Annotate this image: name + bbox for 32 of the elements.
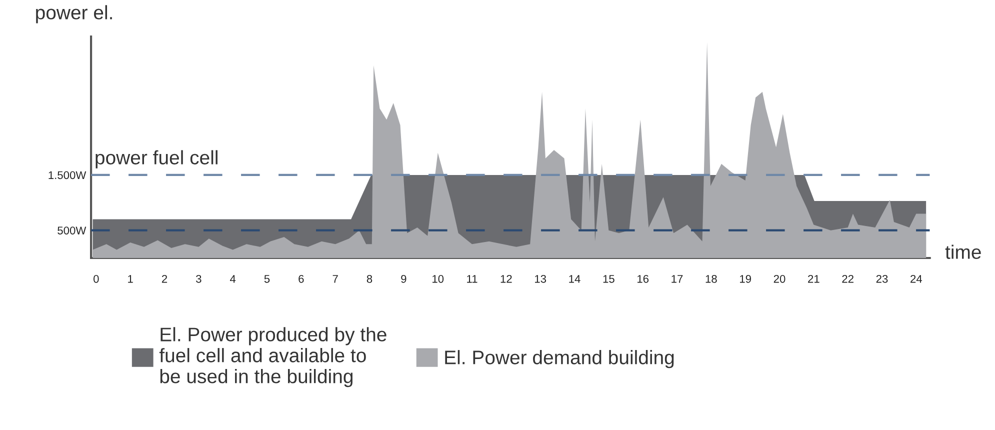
- x-tick-label: 23: [876, 274, 888, 283]
- x-tick-label: 9: [401, 274, 406, 283]
- x-tick-label: 15: [603, 275, 614, 283]
- x-tick-label: 7: [332, 275, 338, 283]
- x-tick-label: 5: [264, 275, 270, 283]
- x-tick-label: 12: [500, 274, 512, 283]
- ref-line-label: power fuel cell: [96, 150, 218, 168]
- x-tick-label: 11: [467, 275, 478, 283]
- x-tick-label: 17: [672, 275, 683, 283]
- legend-label: El. Power produced by the fuel cell and available to be used in the building: [159, 327, 386, 388]
- legend-label: El. Power demand building: [445, 350, 674, 368]
- x-tick-label: 0: [94, 274, 99, 283]
- x-axis-title: time: [945, 244, 981, 259]
- x-tick-label: 19: [740, 274, 751, 283]
- x-tick-label: 3: [196, 274, 202, 283]
- x-tick-label: 16: [638, 274, 649, 283]
- x-tick-label: 1: [128, 275, 133, 283]
- x-tick-label: 2: [162, 274, 168, 283]
- x-tick-label: 14: [569, 275, 580, 283]
- y-axis-title: power el.: [36, 5, 112, 24]
- x-tick-label: 18: [706, 274, 717, 283]
- x-tick-label: 6: [298, 274, 304, 283]
- x-tick-label: 10: [432, 274, 444, 283]
- y-tick-label: 1.500W: [48, 171, 86, 180]
- x-tick-label: 24: [910, 274, 922, 283]
- y-tick-label: 500W: [58, 226, 86, 234]
- x-tick-label: 8: [366, 274, 372, 283]
- x-tick-label: 4: [230, 275, 236, 283]
- x-tick-label: 20: [774, 274, 786, 283]
- x-tick-label: 22: [842, 274, 854, 283]
- x-tick-label: 21: [808, 274, 820, 283]
- x-tick-label: 13: [535, 274, 546, 283]
